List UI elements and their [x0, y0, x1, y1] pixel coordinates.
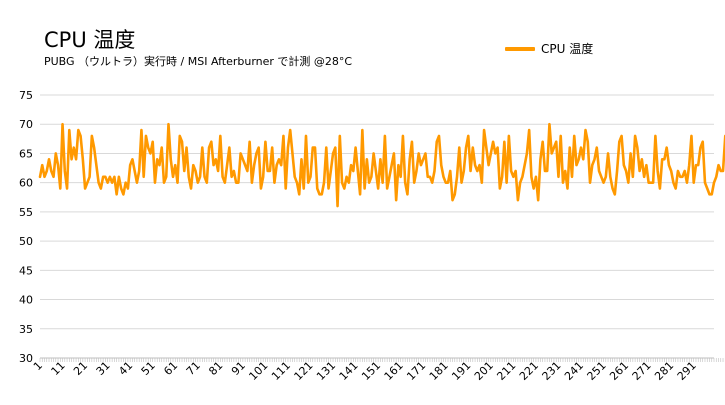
x-tick-label: 211	[494, 359, 518, 383]
chart-subtitle: PUBG （ウルトラ）実行時 / MSI Afterburner で計測 @28…	[44, 55, 353, 68]
x-tick-label: 251	[585, 359, 609, 383]
x-tick-label: 111	[269, 359, 293, 383]
x-tick-label: 181	[427, 359, 451, 383]
legend-label: CPU 温度	[541, 42, 594, 56]
x-tick-label: 241	[562, 359, 586, 383]
x-tick-label: 161	[382, 359, 406, 383]
x-tick-label: 201	[472, 359, 496, 383]
series-line-cpu-temperature	[38, 122, 725, 208]
x-tick-label: 281	[652, 359, 676, 383]
x-tick-label: 121	[292, 359, 316, 383]
x-tick-label: 151	[359, 359, 383, 383]
x-tick-label: 261	[607, 359, 631, 383]
x-tick-label: 221	[517, 359, 541, 383]
legend: CPU 温度	[505, 40, 593, 57]
y-tick-label: 50	[19, 235, 33, 248]
legend-swatch	[505, 46, 535, 51]
x-tick-label: 231	[540, 359, 564, 383]
x-tick-label: 1	[31, 359, 45, 373]
y-tick-label: 55	[19, 206, 33, 219]
y-tick-label: 65	[19, 147, 33, 160]
y-tick-label: 75	[19, 89, 33, 102]
y-tick-label: 40	[19, 294, 33, 307]
x-tick-label: 141	[337, 359, 361, 383]
x-tick-label: 271	[630, 359, 654, 383]
y-tick-label: 30	[19, 352, 33, 365]
x-tick-label: 191	[449, 359, 473, 383]
chart-title: CPU 温度	[44, 28, 136, 52]
x-tick-label: 171	[404, 359, 428, 383]
y-tick-label: 70	[19, 118, 33, 131]
y-tick-label: 60	[19, 177, 33, 190]
x-tick-label: 101	[246, 359, 270, 383]
y-tick-label: 35	[19, 323, 33, 336]
x-tick-label: 131	[314, 359, 338, 383]
y-tick-label: 45	[19, 264, 33, 277]
x-tick-label: 291	[675, 359, 699, 383]
